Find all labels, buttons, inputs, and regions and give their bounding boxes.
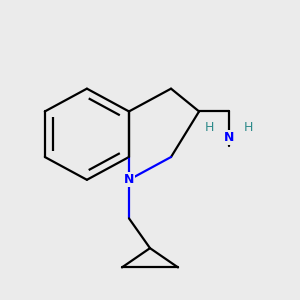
Text: N: N	[224, 131, 234, 144]
Text: H: H	[205, 121, 214, 134]
Text: H: H	[244, 121, 253, 134]
Text: N: N	[124, 173, 134, 186]
